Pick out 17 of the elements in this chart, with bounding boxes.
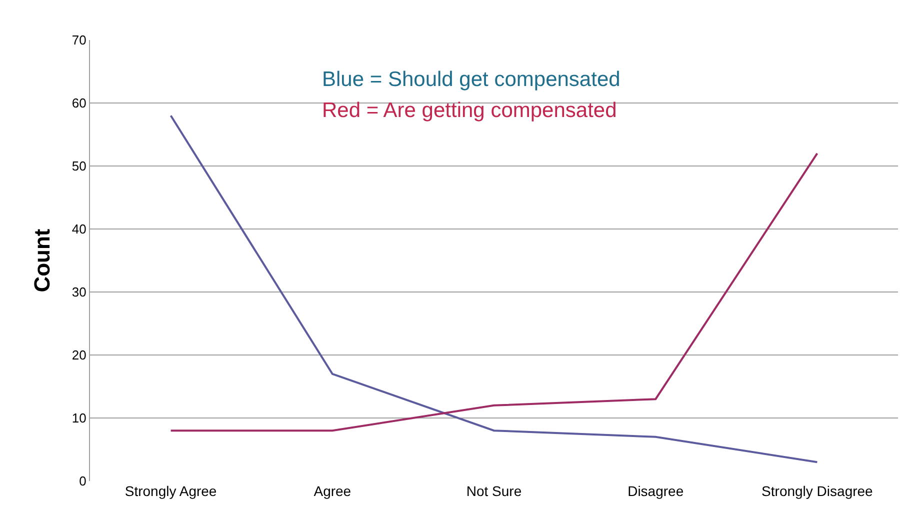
y-tick-label: 40 bbox=[72, 222, 86, 237]
x-tick-label: Strongly Agree bbox=[124, 483, 217, 499]
y-tick-label: 20 bbox=[72, 348, 86, 363]
y-tick-label: 60 bbox=[72, 96, 86, 111]
x-tick-label: Disagree bbox=[628, 483, 684, 499]
y-tick-label: 30 bbox=[72, 284, 86, 300]
y-axis-title: Count bbox=[30, 228, 55, 292]
y-tick-label: 0 bbox=[79, 474, 86, 489]
y-tick-label: 10 bbox=[72, 410, 86, 426]
y-tick-label: 50 bbox=[72, 158, 86, 174]
x-tick-label: Not Sure bbox=[466, 483, 522, 499]
annotation: Red = Are getting compensated bbox=[322, 99, 617, 122]
x-tick-label: Strongly Disagree bbox=[762, 483, 874, 499]
y-tick-label: 70 bbox=[72, 32, 86, 48]
annotation: Blue = Should get compensated bbox=[322, 68, 620, 91]
line-series bbox=[170, 152, 818, 432]
x-tick-label: Agree bbox=[314, 483, 352, 499]
